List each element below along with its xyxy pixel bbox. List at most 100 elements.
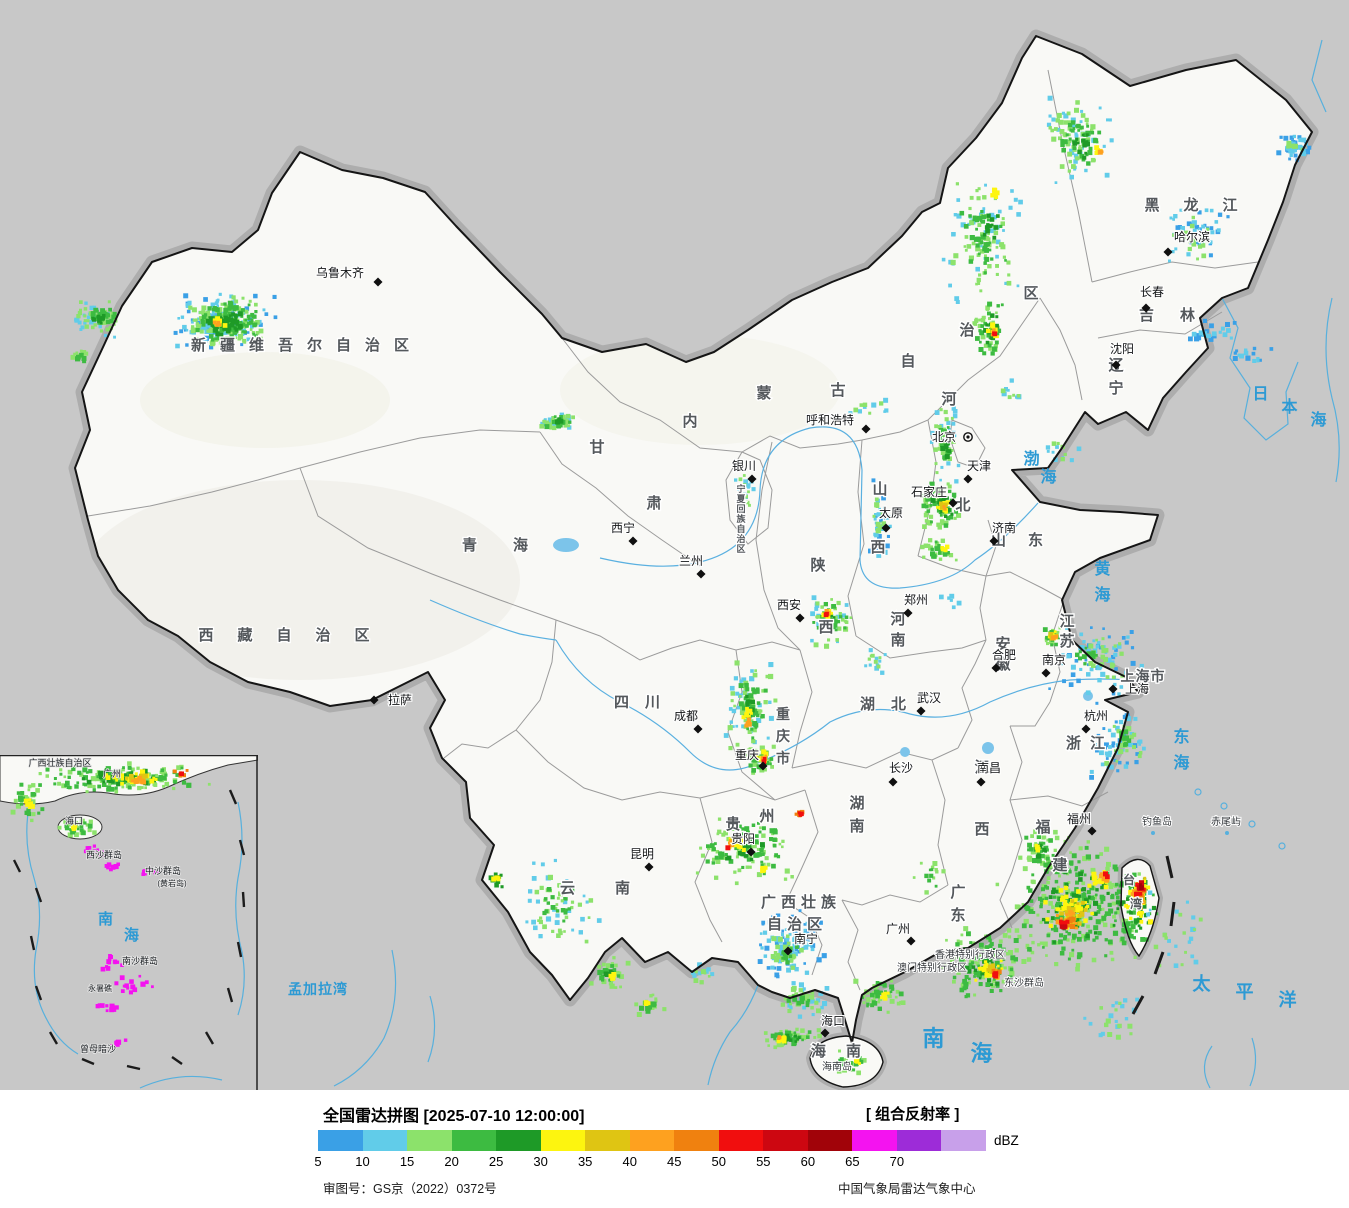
city-label: 济南: [992, 520, 1016, 535]
city-marker-diamond: [976, 777, 986, 787]
inset-sea-label: 南: [98, 910, 114, 928]
legend-value: 30: [533, 1154, 548, 1169]
city-label: 石家庄: [911, 484, 947, 499]
province-label: 区: [1023, 285, 1038, 302]
city-marker-diamond: [906, 936, 916, 946]
taiwan-border: [1120, 858, 1160, 958]
sea-label: 南: [922, 1026, 945, 1051]
province-label: 广: [950, 883, 965, 901]
sea-label: 洋: [1279, 989, 1298, 1010]
small-label: 赤尾屿: [1211, 816, 1241, 828]
city-marker-diamond: [795, 613, 805, 623]
legend-swatch: [318, 1130, 363, 1151]
province-label: 建: [1052, 856, 1068, 874]
province-label: 蒙: [756, 384, 771, 402]
city-label: 武汉: [917, 691, 941, 705]
city-marker-diamond: [881, 523, 891, 533]
city-marker-diamond: [1087, 826, 1097, 836]
city-marker-diamond: [1041, 668, 1051, 678]
city-marker-diamond: [1081, 724, 1091, 734]
city-label: 哈尔滨: [1174, 229, 1210, 244]
province-label: 内: [682, 412, 697, 430]
inset-label: 曾母暗沙: [80, 1043, 116, 1054]
province-label: 肃: [646, 494, 661, 512]
poyang-lake: [982, 742, 994, 754]
inset-radar-echoes: [10, 761, 211, 1047]
small-label: 钓鱼岛: [1142, 815, 1172, 828]
province-label: 东: [950, 906, 965, 924]
province-label: 湾: [1130, 896, 1142, 911]
legend-value: 5: [314, 1154, 322, 1169]
legend-swatch: [585, 1130, 630, 1151]
province-label: 湖南: [849, 795, 864, 835]
city-marker-diamond: [628, 536, 638, 546]
rivers: [429, 426, 1129, 771]
colorbar-values: 5 10 15 20 25 30 35 40 45 50 55 60 65 70: [314, 1154, 1038, 1170]
small-label: 东沙群岛: [1004, 976, 1044, 989]
legend-value: 45: [667, 1154, 682, 1169]
city-label: 广州: [886, 922, 910, 936]
province-label: 河: [941, 390, 956, 408]
legend-value: 25: [488, 1154, 504, 1169]
city-marker-diamond: [820, 1028, 830, 1038]
legend-value: 15: [399, 1154, 415, 1169]
diaoyu-island-dot: [1151, 831, 1155, 835]
city-label: 海口: [821, 1013, 845, 1028]
legend-swatch: [451, 1130, 497, 1151]
legend-value: 50: [711, 1154, 726, 1169]
city-label: 合肥: [992, 647, 1016, 662]
city-label: 郑州: [904, 592, 928, 607]
inset-sea-background: [0, 755, 258, 1090]
province-label: 山: [872, 481, 887, 498]
province-label: 海南: [811, 1042, 881, 1060]
city-marker-diamond: [783, 946, 793, 956]
legend-swatch: [763, 1130, 808, 1151]
nine-dash-line-main: [1131, 855, 1176, 1015]
sea-label: 太: [1193, 973, 1212, 994]
colorbar: [318, 1130, 986, 1151]
city-label: 北京: [932, 430, 956, 444]
province-labels: 黑龙江吉林辽宁内蒙古自治区新疆维吾尔自治区甘肃青海西藏自治区四川云南贵州广西壮族…: [190, 195, 1239, 1062]
inset-foreign-coasts: [26, 800, 245, 1089]
city-label: 南昌: [977, 760, 1001, 775]
city-label: 成都: [674, 709, 698, 723]
inset-label: 永暑礁: [88, 983, 112, 993]
province-label: 四川: [614, 694, 676, 711]
legend-swatch: [362, 1130, 408, 1151]
legend-swatch: [496, 1130, 541, 1151]
legend-value: 35: [577, 1154, 593, 1169]
province-label: 甘: [589, 438, 604, 456]
province-label: 山东: [991, 531, 1065, 549]
province-label: 江: [974, 758, 989, 776]
inset-label: 南沙群岛: [122, 955, 158, 966]
map-title: 全国雷达拼图 [2025-07-10 12:00:00]: [323, 1108, 585, 1125]
legend-swatch: [896, 1130, 942, 1151]
city-label: 贵阳: [731, 832, 755, 846]
data-source: 中国气象局雷达气象中心: [838, 1182, 976, 1196]
sea-label: 日: [1252, 385, 1269, 403]
province-label: 西藏自治区: [198, 626, 393, 644]
province-label: 自治区: [767, 915, 827, 933]
city-label: 南宁: [794, 931, 818, 946]
city-marker-diamond: [991, 663, 1001, 673]
small-label: 海南岛: [822, 1060, 852, 1073]
city-label: 长春: [1140, 285, 1164, 299]
legend-swatch: [629, 1130, 675, 1151]
legend-value: 70: [889, 1154, 905, 1169]
city-label: 上海: [1125, 681, 1149, 696]
province-label: 西: [818, 619, 833, 636]
province-label: 西: [870, 539, 885, 556]
dongting-lake: [900, 747, 910, 757]
legend-value: 40: [622, 1154, 637, 1169]
city-marker-diamond: [903, 608, 913, 618]
sea-label: 黄海: [1094, 559, 1111, 604]
city-marker-diamond: [644, 862, 654, 872]
city-marker-diamond: [1108, 684, 1118, 694]
province-label: 西: [974, 821, 989, 838]
city-label: 福州: [1067, 811, 1091, 826]
legend-swatch: [941, 1130, 986, 1151]
inset-label: 西沙群岛: [86, 849, 122, 860]
